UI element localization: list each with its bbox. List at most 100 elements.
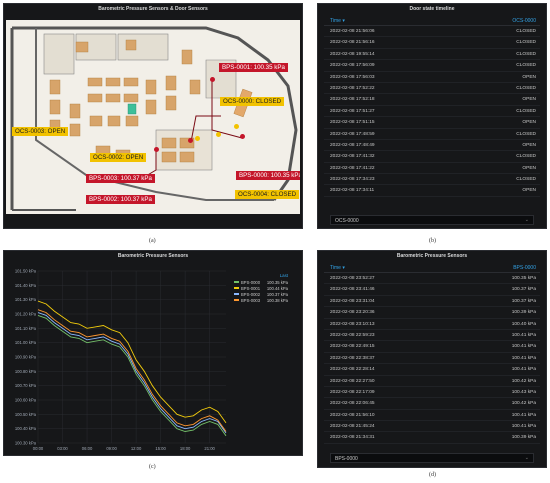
sensor-marker[interactable]	[210, 77, 215, 82]
legend-entry-last: 100.44 kPa	[267, 286, 289, 291]
row-time: 2022-02-08 17:51:15	[330, 120, 375, 126]
table-row[interactable]: 2022-02-08 22:28:14 100.41 kPa	[324, 364, 540, 376]
row-value: 100.41 kPa	[511, 412, 536, 418]
table-row[interactable]: 2022-02-08 17:51:27 CLOSED	[324, 106, 540, 118]
row-value: CLOSED	[516, 29, 536, 34]
table-row[interactable]: 2022-02-08 17:48:49 OPEN	[324, 140, 540, 152]
table-row[interactable]: 2022-02-08 19:55:14 CLOSED	[324, 49, 540, 61]
table-row[interactable]: 2022-02-08 23:10:13 100.40 kPa	[324, 319, 540, 330]
sensor-marker[interactable]	[188, 138, 193, 143]
sensor-select[interactable]: BPS-0000 ⌄	[330, 453, 534, 463]
row-value: OPEN	[522, 165, 536, 171]
row-value: CLOSED	[516, 51, 536, 57]
caption-a: (a)	[149, 238, 156, 244]
column-header-time[interactable]: Time ▾	[330, 18, 345, 24]
table-row[interactable]: 2022-02-08 21:34:31 100.39 kPa	[324, 432, 540, 444]
table-row[interactable]: 2022-02-08 17:52:22 CLOSED	[324, 83, 540, 95]
column-header-time[interactable]: Time ▾	[330, 265, 345, 271]
legend-header[interactable]: Last	[280, 273, 289, 278]
table-row[interactable]: 2022-02-08 22:06:45 100.42 kPa	[324, 398, 540, 410]
table-row[interactable]: 2022-02-08 17:51:15 OPEN	[324, 117, 540, 129]
door-marker[interactable]	[216, 132, 221, 137]
series-line-bps-0000[interactable]	[37, 314, 227, 437]
column-header-value[interactable]: OCS-0000	[512, 18, 536, 24]
table-header: Time ▾ BPS-0000	[324, 263, 540, 273]
table-row[interactable]: 2022-02-08 17:41:32 CLOSED	[324, 151, 540, 163]
row-time: 2022-02-08 17:48:59	[330, 131, 375, 137]
sensor-marker[interactable]	[240, 134, 245, 139]
row-time: 2022-02-08 23:10:13	[330, 321, 375, 327]
table-row[interactable]: 2022-02-08 22:17:09 100.43 kPa	[324, 387, 540, 399]
row-value: CLOSED	[516, 63, 536, 69]
table-row[interactable]: 2022-02-08 21:56:06 CLOSED	[324, 26, 540, 38]
row-value: 100.41 kPa	[511, 344, 536, 350]
table-row[interactable]: 2022-02-08 22:38:37 100.41 kPa	[324, 353, 540, 365]
row-value: CLOSED	[516, 40, 536, 46]
table-row[interactable]: 2022-02-08 23:31:04 100.37 kPa	[324, 296, 540, 308]
door-marker[interactable]	[234, 124, 239, 129]
row-time: 2022-02-08 17:56:09	[330, 63, 375, 69]
label-ocs-0003[interactable]: OCS-0003: OPEN	[12, 127, 69, 136]
sensor-select[interactable]: OCS-0000 ⌄	[330, 215, 534, 225]
table-row[interactable]: 2022-02-08 21:45:24 100.41 kPa	[324, 421, 540, 433]
legend-entry-name[interactable]: BPS-0000	[241, 280, 261, 285]
x-tick-label: 06:00	[82, 446, 93, 451]
row-value: 100.39 kPa	[511, 435, 536, 441]
door-state-panel: Door state timeline Time ▾ OCS-0000 2022…	[317, 3, 547, 229]
row-value: OPEN	[522, 142, 536, 148]
table-row[interactable]: 2022-02-08 23:52:27 100.35 kPa	[324, 273, 540, 285]
table-row[interactable]: 2022-02-08 23:41:46 100.37 kPa	[324, 284, 540, 296]
table-row[interactable]: 2022-02-08 22:49:15 100.41 kPa	[324, 341, 540, 353]
y-tick-label: 101.10 kPa	[15, 326, 37, 331]
table-row[interactable]: 2022-02-08 17:34:11 OPEN	[324, 185, 540, 197]
chevron-down-icon: ⌄	[524, 217, 529, 223]
row-value: OPEN	[522, 97, 536, 103]
table-row[interactable]: 2022-02-08 22:27:50 100.42 kPa	[324, 376, 540, 387]
row-time: 2022-02-08 21:56:06	[330, 29, 375, 34]
label-ocs-0004[interactable]: OCS-0004: CLOSED	[235, 190, 300, 199]
row-time: 2022-02-08 23:31:04	[330, 298, 375, 304]
row-time: 2022-02-08 21:56:16	[330, 40, 375, 46]
table-row[interactable]: 2022-02-08 17:56:03 OPEN	[324, 72, 540, 83]
series-line-bps-0002[interactable]	[37, 312, 227, 434]
table-row[interactable]: 2022-02-08 17:56:09 CLOSED	[324, 60, 540, 72]
legend-entry-name[interactable]: BPS-0003	[241, 298, 261, 303]
label-bps-0000[interactable]: BPS-0000: 100.35 kPa	[236, 171, 300, 180]
row-value: 100.41 kPa	[511, 424, 536, 430]
series-line-bps-0001[interactable]	[37, 300, 227, 424]
panel-title: Barometric Pressure Sensors	[396, 253, 468, 259]
table-row[interactable]: 2022-02-08 22:59:23 100.41 kPa	[324, 330, 540, 342]
row-time: 2022-02-08 22:06:45	[330, 401, 375, 407]
row-time: 2022-02-08 23:41:46	[330, 287, 375, 293]
pressure-chart: 100.30 kPa 100.40 kPa 100.50 kPa 100.60 kPa…	[15, 269, 289, 452]
y-tick-label: 100.60 kPa	[15, 398, 37, 403]
table-row[interactable]: 2022-02-08 23:20:36 100.39 kPa	[324, 307, 540, 319]
label-ocs-0000[interactable]: OCS-0000: CLOSED	[220, 97, 285, 106]
y-tick-label: 101.20 kPa	[15, 312, 37, 317]
row-time: 2022-02-08 17:56:03	[330, 74, 375, 80]
row-value: CLOSED	[516, 108, 536, 114]
legend-entry-name[interactable]: BPS-0001	[241, 286, 261, 291]
series-line-bps-0003[interactable]	[37, 309, 227, 432]
label-bps-0001[interactable]: BPS-0001: 100.35 kPa	[219, 63, 288, 72]
label-bps-0002[interactable]: BPS-0002: 100.37 kPa	[86, 195, 155, 204]
column-header-value[interactable]: BPS-0000	[513, 265, 536, 271]
table-row[interactable]: 2022-02-08 21:56:10 100.41 kPa	[324, 410, 540, 422]
row-value: 100.37 kPa	[511, 298, 536, 304]
caption-c: (c)	[149, 464, 156, 470]
x-tick-label: 00:00	[33, 446, 44, 451]
table-row[interactable]: 2022-02-08 17:34:23 CLOSED	[324, 174, 540, 186]
door-marker[interactable]	[195, 136, 200, 141]
table-row[interactable]: 2022-02-08 21:56:16 CLOSED	[324, 37, 540, 49]
table-row[interactable]: 2022-02-08 17:41:22 OPEN	[324, 163, 540, 175]
row-value: 100.43 kPa	[511, 389, 536, 395]
label-ocs-0002[interactable]: OCS-0002: OPEN	[90, 153, 147, 162]
label-bps-0003[interactable]: BPS-0003: 100.37 kPa	[86, 174, 155, 183]
floorplan-panel: Barometric Pressure Sensors & Door Senso…	[3, 3, 303, 229]
row-value: 100.40 kPa	[511, 321, 536, 327]
table-row[interactable]: 2022-02-08 17:52:18 OPEN	[324, 94, 540, 106]
sensor-marker[interactable]	[154, 147, 159, 152]
legend-entry-name[interactable]: BPS-0002	[241, 292, 261, 297]
table-row[interactable]: 2022-02-08 17:48:59 CLOSED	[324, 129, 540, 140]
caption-d: (d)	[429, 472, 436, 478]
